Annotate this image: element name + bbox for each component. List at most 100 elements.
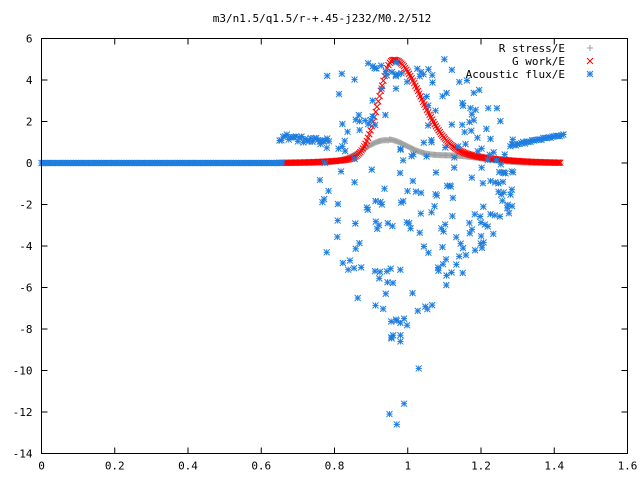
acoustic-flux-point <box>499 178 507 186</box>
acoustic-flux-point <box>495 168 503 176</box>
y-tick-label: -12 <box>13 406 33 419</box>
acoustic-flux-point <box>474 147 482 155</box>
y-tick-label: -8 <box>19 323 32 336</box>
g-work-point <box>364 134 372 142</box>
y-tick-label: 0 <box>26 157 33 170</box>
acoustic-flux-point <box>387 318 395 325</box>
acoustic-flux-point <box>371 121 379 129</box>
acoustic-flux-point <box>398 69 405 77</box>
acoustic-flux-point <box>387 333 395 341</box>
acoustic-flux-point <box>351 76 358 83</box>
acoustic-flux-point <box>399 156 407 164</box>
legend-label: Acoustic flux/E <box>466 68 565 81</box>
acoustic-flux-point <box>429 79 436 86</box>
acoustic-flux-point <box>354 294 362 302</box>
acoustic-flux-point <box>407 224 414 232</box>
acoustic-flux-point <box>428 138 435 146</box>
acoustic-flux-point <box>377 62 385 69</box>
acoustic-flux-point <box>507 191 514 198</box>
acoustic-flux-point <box>497 191 505 198</box>
g-work-point <box>342 156 350 164</box>
acoustic-flux-point <box>319 198 326 206</box>
acoustic-flux-point <box>467 127 475 135</box>
acoustic-flux-point <box>403 218 411 226</box>
acoustic-flux-point <box>475 86 483 94</box>
acoustic-flux-point <box>356 117 363 125</box>
acoustic-flux-point <box>479 203 487 211</box>
x-tick-label: 0.6 <box>251 460 271 473</box>
acoustic-flux-point <box>392 58 400 66</box>
acoustic-flux-point <box>335 90 343 98</box>
g-work-point <box>554 159 562 166</box>
g-work-point <box>372 108 380 116</box>
y-tick-label: 4 <box>26 74 33 87</box>
acoustic-flux-point <box>316 176 324 184</box>
y-tick-label: -14 <box>13 448 33 461</box>
acoustic-flux-point <box>450 154 458 161</box>
acoustic-flux-point <box>466 118 473 126</box>
acoustic-flux-point <box>471 210 479 218</box>
acoustic-flux-point <box>487 135 494 143</box>
acoustic-flux-point <box>487 177 494 185</box>
acoustic-flux-point <box>487 210 494 218</box>
acoustic-flux-point <box>468 226 476 233</box>
acoustic-flux-point <box>493 104 501 112</box>
acoustic-flux-point <box>432 169 440 176</box>
acoustic-flux-point <box>428 71 436 79</box>
acoustic-flux-point <box>478 145 485 152</box>
acoustic-flux-point <box>392 85 400 92</box>
acoustic-flux-point <box>425 65 432 73</box>
acoustic-flux-point <box>432 190 439 198</box>
acoustic-flux-point <box>483 125 490 133</box>
acoustic-flux-point <box>450 164 458 171</box>
series-acoustic-flux <box>38 55 567 428</box>
acoustic-flux-point <box>458 121 466 129</box>
acoustic-flux-point <box>479 179 487 187</box>
legend-marker <box>586 70 594 78</box>
g-work-point <box>367 127 374 134</box>
acoustic-flux-point <box>491 211 499 219</box>
acoustic-flux-point <box>393 317 401 325</box>
acoustic-flux-point <box>373 225 381 233</box>
x-tick-label: 0.8 <box>325 460 345 473</box>
y-tick-label: -2 <box>19 199 32 212</box>
acoustic-flux-point <box>323 72 331 80</box>
acoustic-flux-point <box>379 305 387 313</box>
acoustic-flux-point <box>321 159 329 167</box>
x-tick-label: 1.2 <box>471 460 491 473</box>
g-work-point <box>468 151 476 159</box>
g-work-point <box>376 92 383 100</box>
acoustic-flux-point <box>413 65 421 73</box>
acoustic-flux-point <box>357 264 365 271</box>
acoustic-flux-point <box>417 210 425 217</box>
acoustic-flux-point <box>420 139 428 146</box>
acoustic-flux-point <box>466 219 473 227</box>
acoustic-flux-point <box>334 217 342 224</box>
acoustic-flux-point <box>341 147 349 155</box>
acoustic-flux-point <box>471 246 479 254</box>
acoustic-flux-point <box>338 70 346 78</box>
x-tick-label: 0.2 <box>105 460 125 473</box>
acoustic-flux-point <box>474 134 481 142</box>
acoustic-flux-point <box>389 279 397 287</box>
acoustic-flux-point <box>410 150 417 158</box>
acoustic-flux-point <box>323 248 331 256</box>
acoustic-flux-point <box>396 169 404 177</box>
acoustic-flux-point <box>443 89 450 97</box>
acoustic-flux-point <box>382 290 390 298</box>
acoustic-flux-point <box>489 230 497 238</box>
acoustic-flux-point <box>484 104 492 112</box>
acoustic-flux-point <box>443 272 450 279</box>
acoustic-flux-point <box>434 264 442 271</box>
acoustic-flux-point <box>505 209 513 217</box>
acoustic-flux-point <box>428 301 436 309</box>
acoustic-flux-point <box>333 233 341 241</box>
chart-title: m3/n1.5/q1.5/r-+.45-j232/M0.2/512 <box>213 12 432 25</box>
acoustic-flux-point <box>356 126 364 134</box>
y-tick-label: 6 <box>26 33 33 46</box>
acoustic-flux-point <box>375 274 383 282</box>
acoustic-flux-point <box>462 251 470 259</box>
acoustic-flux-point <box>504 201 512 209</box>
acoustic-flux-point <box>414 307 422 315</box>
